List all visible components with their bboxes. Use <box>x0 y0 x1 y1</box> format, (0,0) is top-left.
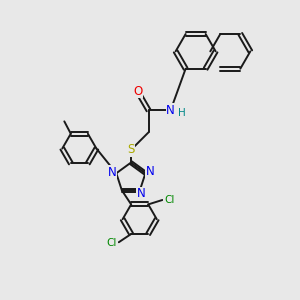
Text: H: H <box>178 108 186 118</box>
Text: N: N <box>166 104 175 117</box>
Text: S: S <box>127 143 134 157</box>
Text: Cl: Cl <box>107 238 117 248</box>
Text: N: N <box>108 166 117 179</box>
Text: N: N <box>137 188 146 200</box>
Text: N: N <box>146 165 154 178</box>
Text: O: O <box>134 85 143 98</box>
Text: Cl: Cl <box>164 195 174 205</box>
